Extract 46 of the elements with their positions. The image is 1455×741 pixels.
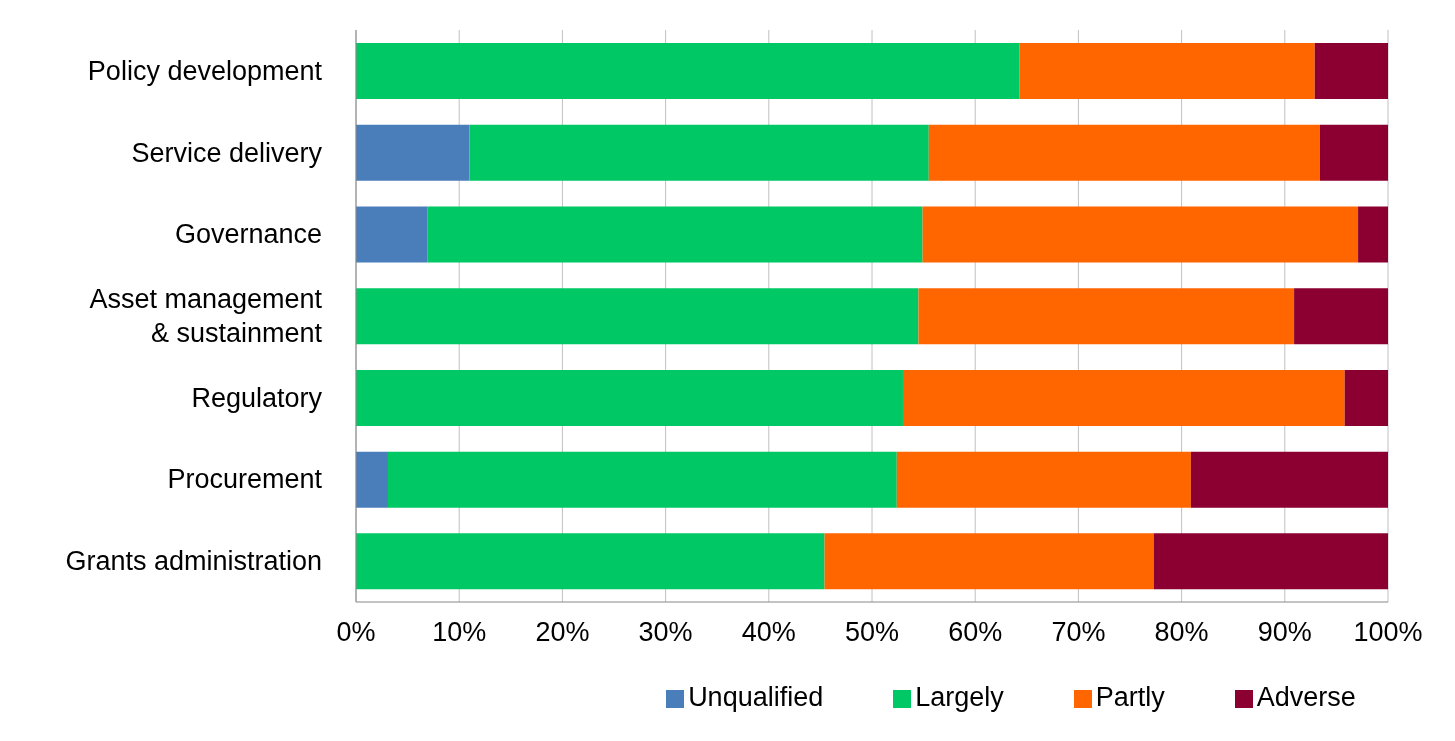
bar [928,124,1320,181]
bar [469,124,929,181]
legend-label: Partly [1095,682,1165,712]
bar [1153,533,1388,590]
bar [356,533,825,590]
bar [427,206,923,263]
bar [918,288,1295,345]
bar [356,124,470,181]
bar [356,43,1020,100]
x-tick-label: 70% [1051,617,1106,648]
x-tick-label: 10% [432,617,487,648]
bar [922,206,1359,263]
legend-label: Largely [915,682,1004,712]
y-tick-label: Governance [174,219,322,250]
bar [1294,288,1388,345]
x-tick-label: 100% [1353,617,1423,648]
bar [824,533,1154,590]
bar [387,451,897,508]
x-tick-label: 80% [1154,617,1209,648]
x-tick-label: 0% [336,617,376,648]
bar [1344,369,1388,426]
bar [1019,43,1315,100]
x-tick-label: 20% [535,617,590,648]
x-tick-label: 60% [948,617,1003,648]
y-tick-label: Regulatory [191,382,323,413]
bar [356,206,428,263]
bar [1358,206,1388,263]
bar [356,451,388,508]
y-tick-label: Grants administration [65,546,322,577]
bar [896,451,1191,508]
bar [1314,43,1388,100]
bar [356,288,919,345]
y-tick-label: Procurement [167,464,323,495]
x-tick-label: 40% [741,617,796,648]
bar [1190,451,1388,508]
bar [1319,124,1388,181]
legend-label: Unqualified [688,682,824,712]
bar [356,369,903,426]
y-tick-label: Policy development [87,55,323,86]
y-tick-label: Asset management & sustainment [89,284,323,348]
legend-label: Adverse [1256,682,1356,712]
y-tick-label: Service delivery [131,137,323,168]
bar [902,369,1345,426]
x-tick-label: 90% [1257,617,1312,648]
x-tick-label: 30% [638,617,693,648]
x-tick-label: 50% [844,617,900,648]
